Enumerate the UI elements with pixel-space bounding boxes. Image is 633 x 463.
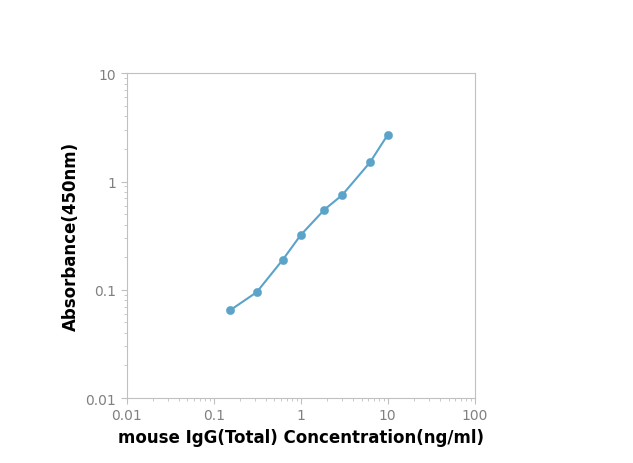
Y-axis label: Absorbance(450nm): Absorbance(450nm) [62, 142, 80, 331]
X-axis label: mouse IgG(Total) Concentration(ng/ml): mouse IgG(Total) Concentration(ng/ml) [118, 428, 484, 446]
